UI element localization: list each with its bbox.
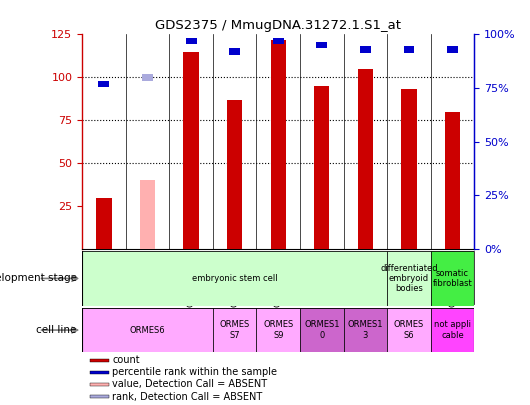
Text: count: count [112,355,140,365]
Text: ORMES1
0: ORMES1 0 [304,320,340,340]
Text: somatic
fibroblast: somatic fibroblast [432,269,472,288]
Bar [90,383,109,386]
FancyBboxPatch shape [82,251,387,306]
Text: not appli
cable: not appli cable [434,320,471,340]
Bar [186,38,197,44]
Text: differentiated
embryoid
bodies: differentiated embryoid bodies [380,264,438,293]
Bar [316,42,328,48]
Bar [90,371,109,374]
Bar [90,359,109,362]
Text: embryonic stem cell: embryonic stem cell [192,274,278,283]
Bar [96,198,111,249]
Bar [227,100,242,249]
Text: ORMES
S7: ORMES S7 [219,320,250,340]
Bar [445,112,460,249]
Bar [140,180,155,249]
Bar [229,48,240,55]
FancyBboxPatch shape [387,251,431,306]
Bar [401,90,417,249]
FancyBboxPatch shape [82,308,213,352]
Text: cell line: cell line [37,325,77,335]
Bar [314,86,330,249]
Text: development stage: development stage [0,273,77,283]
Text: ORMES
S6: ORMES S6 [394,320,424,340]
Bar [183,51,199,249]
Bar [271,40,286,249]
Text: value, Detection Call = ABSENT: value, Detection Call = ABSENT [112,379,268,390]
Bar [360,46,371,53]
Bar [90,395,109,398]
Title: GDS2375 / MmugDNA.31272.1.S1_at: GDS2375 / MmugDNA.31272.1.S1_at [155,19,401,32]
Text: ORMES
S9: ORMES S9 [263,320,294,340]
Bar [99,81,109,87]
FancyBboxPatch shape [213,308,257,352]
FancyBboxPatch shape [387,308,431,352]
Text: percentile rank within the sample: percentile rank within the sample [112,367,277,377]
FancyBboxPatch shape [300,308,343,352]
Text: rank, Detection Call = ABSENT: rank, Detection Call = ABSENT [112,392,262,402]
Bar [403,46,414,53]
Bar [142,74,153,81]
Text: ORMES1
3: ORMES1 3 [348,320,383,340]
Bar [358,69,373,249]
FancyBboxPatch shape [343,308,387,352]
Bar [273,38,284,44]
Text: ORMES6: ORMES6 [130,326,165,335]
FancyBboxPatch shape [431,308,474,352]
FancyBboxPatch shape [431,251,474,306]
Bar [447,46,458,53]
FancyBboxPatch shape [257,308,300,352]
